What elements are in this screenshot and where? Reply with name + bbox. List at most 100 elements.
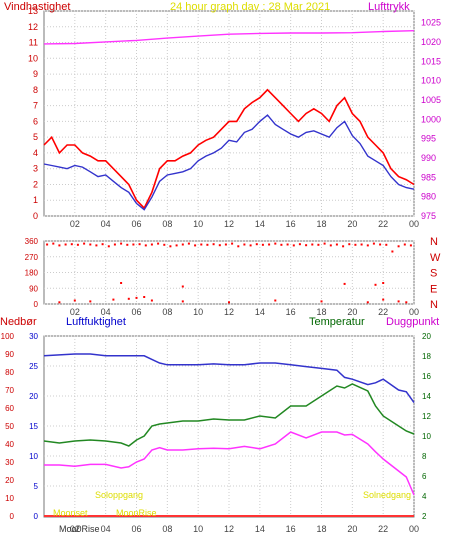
y-right-tick-label: 990 [421,153,436,163]
humidity-tick-label: 30 [29,332,38,341]
direction-point [175,244,178,247]
x-tick-label: 10 [193,307,203,317]
direction-point [206,243,209,246]
direction-point [107,245,110,248]
temperature-tick-label: 6 [422,472,427,481]
direction-point [379,243,382,246]
wind-speed-axis-label: Vindhastighet [4,1,70,13]
direction-point [163,243,166,246]
wind-pressure-ticks: 02 04 06 08 10 12 14 16 18 20 22 000123456789101112… [28,6,441,229]
direction-point [360,243,363,246]
direction-point [89,243,92,246]
x-tick-label: 08 [162,307,172,317]
precipitation-axis-label: Nedbør [0,316,37,328]
direction-point [120,242,123,245]
y-left-tick-label: 3 [33,164,38,174]
direction-point [120,282,123,284]
wind-pressure-series [43,30,415,211]
x-tick-label: 04 [101,524,111,534]
x-tick-label: 00 [409,307,419,317]
direction-point [385,243,388,246]
direction-point [280,243,283,246]
y-left-tick-label: 12 [28,22,38,32]
direction-point [127,297,130,300]
y-right-tick-label: 1010 [421,76,441,86]
direction-point [95,244,98,247]
y-right-tick-label: 975 [421,211,436,221]
series-line-snitt-vind [43,114,415,211]
x-tick-label: 06 [131,307,141,317]
series-line-luftfuktighet [43,353,415,404]
direction-point [224,243,227,246]
direction-point [150,243,153,246]
y-right-tick-label: 1020 [421,37,441,47]
x-tick-label: 08 [162,219,172,229]
x-tick-label: 18 [316,307,326,317]
compass-label: E [430,283,437,295]
direction-point [157,242,160,245]
direction-point [144,244,147,247]
y-left-tick-label: 5 [33,132,38,142]
temperature-tick-label: 4 [422,492,427,501]
direction-point [187,242,190,245]
pressure-axis-label: Lufttrykk [368,1,410,13]
humidity-tick-label: 10 [29,452,38,461]
temperature-tick-label: 18 [422,352,431,361]
y-right-tick-label: 980 [421,192,436,202]
x-tick-label: 16 [286,524,296,534]
precipitation-tick-label: 70 [5,386,14,395]
direction-point [181,300,184,303]
y-left-tick-label: 0 [33,211,38,221]
temperature-axis-label: Temperatur [309,316,365,328]
direction-point [397,300,400,303]
precipitation-tick-label: 90 [5,350,14,359]
direction-point [323,242,326,245]
x-tick-label: 18 [316,219,326,229]
x-tick-label: 04 [101,219,111,229]
direction-point [366,244,369,247]
x-tick-label: 22 [378,219,388,229]
direction-point [335,243,338,246]
y-left-tick-label: 0 [34,300,39,309]
direction-point [274,242,277,245]
y-left-tick-label: 6 [33,116,38,126]
direction-point [138,243,141,246]
humidity-tick-label: 20 [29,392,38,401]
direction-point [231,242,234,245]
humidity-temperature-grid [44,335,415,517]
direction-point [342,245,345,248]
series-line-temperatur [43,383,415,447]
x-tick-label: 02 [70,307,80,317]
wind-direction-grid [44,240,415,305]
wind-direction-series [46,242,412,304]
temperature-tick-label: 2 [422,512,427,521]
y-left-tick-label: 180 [25,269,39,278]
direction-point [150,299,153,302]
direction-point [243,243,246,246]
direction-point [169,245,172,248]
direction-point [305,244,308,247]
precipitation-tick-label: 10 [5,494,14,503]
chart-title: 24 hour graph dav : 28 Mar 2021 [170,1,330,13]
direction-point [135,296,138,299]
x-tick-label: 00 [409,524,419,534]
direction-point [143,296,146,298]
y-right-tick-label: 1005 [421,95,441,105]
direction-point [70,243,73,246]
direction-point [58,301,61,304]
direction-point [181,285,184,288]
y-left-tick-label: 8 [33,85,38,95]
x-tick-label: 00 [409,219,419,229]
humidity-temperature-series [43,353,415,496]
direction-point [261,243,264,246]
x-tick-label: 06 [131,219,141,229]
direction-point [212,243,215,246]
y-left-tick-label: 9 [33,69,38,79]
direction-point [405,301,408,304]
x-tick-label: 14 [255,219,265,229]
direction-point [46,243,49,246]
direction-point [218,244,221,247]
x-tick-label: 12 [224,219,234,229]
x-tick-label: 14 [255,307,265,317]
